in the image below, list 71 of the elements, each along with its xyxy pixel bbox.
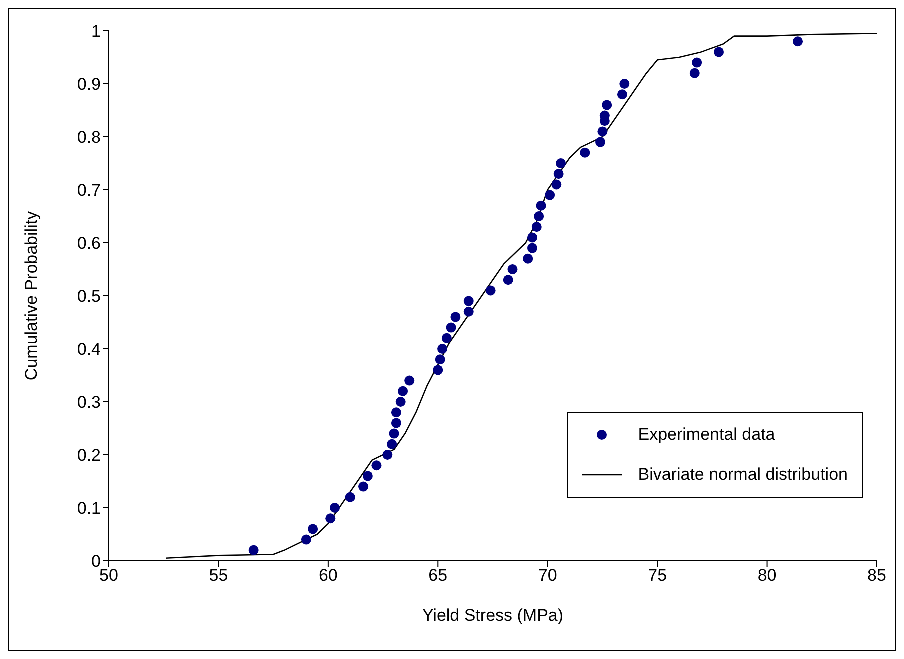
point xyxy=(326,514,336,524)
x-tick-label: 50 xyxy=(100,566,118,586)
point xyxy=(486,286,496,296)
point xyxy=(536,200,546,211)
point xyxy=(596,137,606,148)
point xyxy=(508,264,518,274)
point xyxy=(398,386,408,396)
x-tick-label: 65 xyxy=(428,566,448,586)
legend-label: Experimental data xyxy=(638,425,776,445)
point xyxy=(433,365,444,376)
y-tick-label: 0.2 xyxy=(77,446,101,466)
point xyxy=(387,439,398,450)
point xyxy=(532,222,542,232)
point xyxy=(382,450,393,460)
y-tick-label: 0.7 xyxy=(77,181,101,200)
y-tick-label: 0 xyxy=(92,552,101,572)
point xyxy=(598,126,608,137)
point xyxy=(545,190,556,200)
x-tick-label: 60 xyxy=(318,566,338,586)
point xyxy=(301,534,312,545)
point xyxy=(435,354,446,365)
x-tick-label: 80 xyxy=(758,566,777,586)
point xyxy=(450,312,461,322)
legend-label: Bivariate normal distribution xyxy=(638,465,848,485)
point xyxy=(714,47,724,58)
x-tick-label: 70 xyxy=(538,566,558,586)
point xyxy=(345,492,356,502)
point xyxy=(692,58,702,68)
point xyxy=(442,333,452,344)
y-tick-label: 0.5 xyxy=(77,287,101,306)
y-axis-title: Cumulative Probability xyxy=(22,210,42,381)
x-tick-label: 75 xyxy=(648,566,668,586)
point xyxy=(534,212,544,222)
point xyxy=(503,275,514,286)
point xyxy=(438,344,448,354)
point xyxy=(248,545,259,556)
point xyxy=(464,306,474,317)
point xyxy=(404,376,415,386)
point xyxy=(523,254,534,264)
point xyxy=(446,322,456,333)
point xyxy=(391,408,402,418)
point xyxy=(308,524,318,534)
point xyxy=(552,180,562,190)
point xyxy=(389,428,400,439)
point xyxy=(690,68,700,78)
y-tick-label: 0.3 xyxy=(77,393,101,412)
y-tick-label: 0.6 xyxy=(77,234,101,254)
point xyxy=(527,243,538,254)
point xyxy=(362,471,373,482)
point xyxy=(396,397,406,407)
point xyxy=(602,100,612,110)
point xyxy=(391,418,402,428)
point xyxy=(554,169,564,180)
point xyxy=(464,296,474,306)
point xyxy=(620,79,630,89)
point xyxy=(358,482,369,492)
y-tick-label: 0.1 xyxy=(77,499,101,518)
x-axis-title: Yield Stress (MPa) xyxy=(422,606,564,625)
x-tick-label: 55 xyxy=(209,566,228,586)
point xyxy=(372,460,382,471)
y-tick-label: 0.9 xyxy=(77,75,101,94)
point xyxy=(617,90,628,100)
point xyxy=(330,503,340,513)
y-tick-label: 0.4 xyxy=(77,340,101,360)
y-tick-label: 1 xyxy=(92,22,101,42)
point xyxy=(580,148,590,158)
point xyxy=(556,158,566,168)
y-tick-label: 0.8 xyxy=(77,128,101,148)
point xyxy=(793,36,804,47)
point xyxy=(527,232,538,243)
x-tick-label: 85 xyxy=(868,566,886,586)
